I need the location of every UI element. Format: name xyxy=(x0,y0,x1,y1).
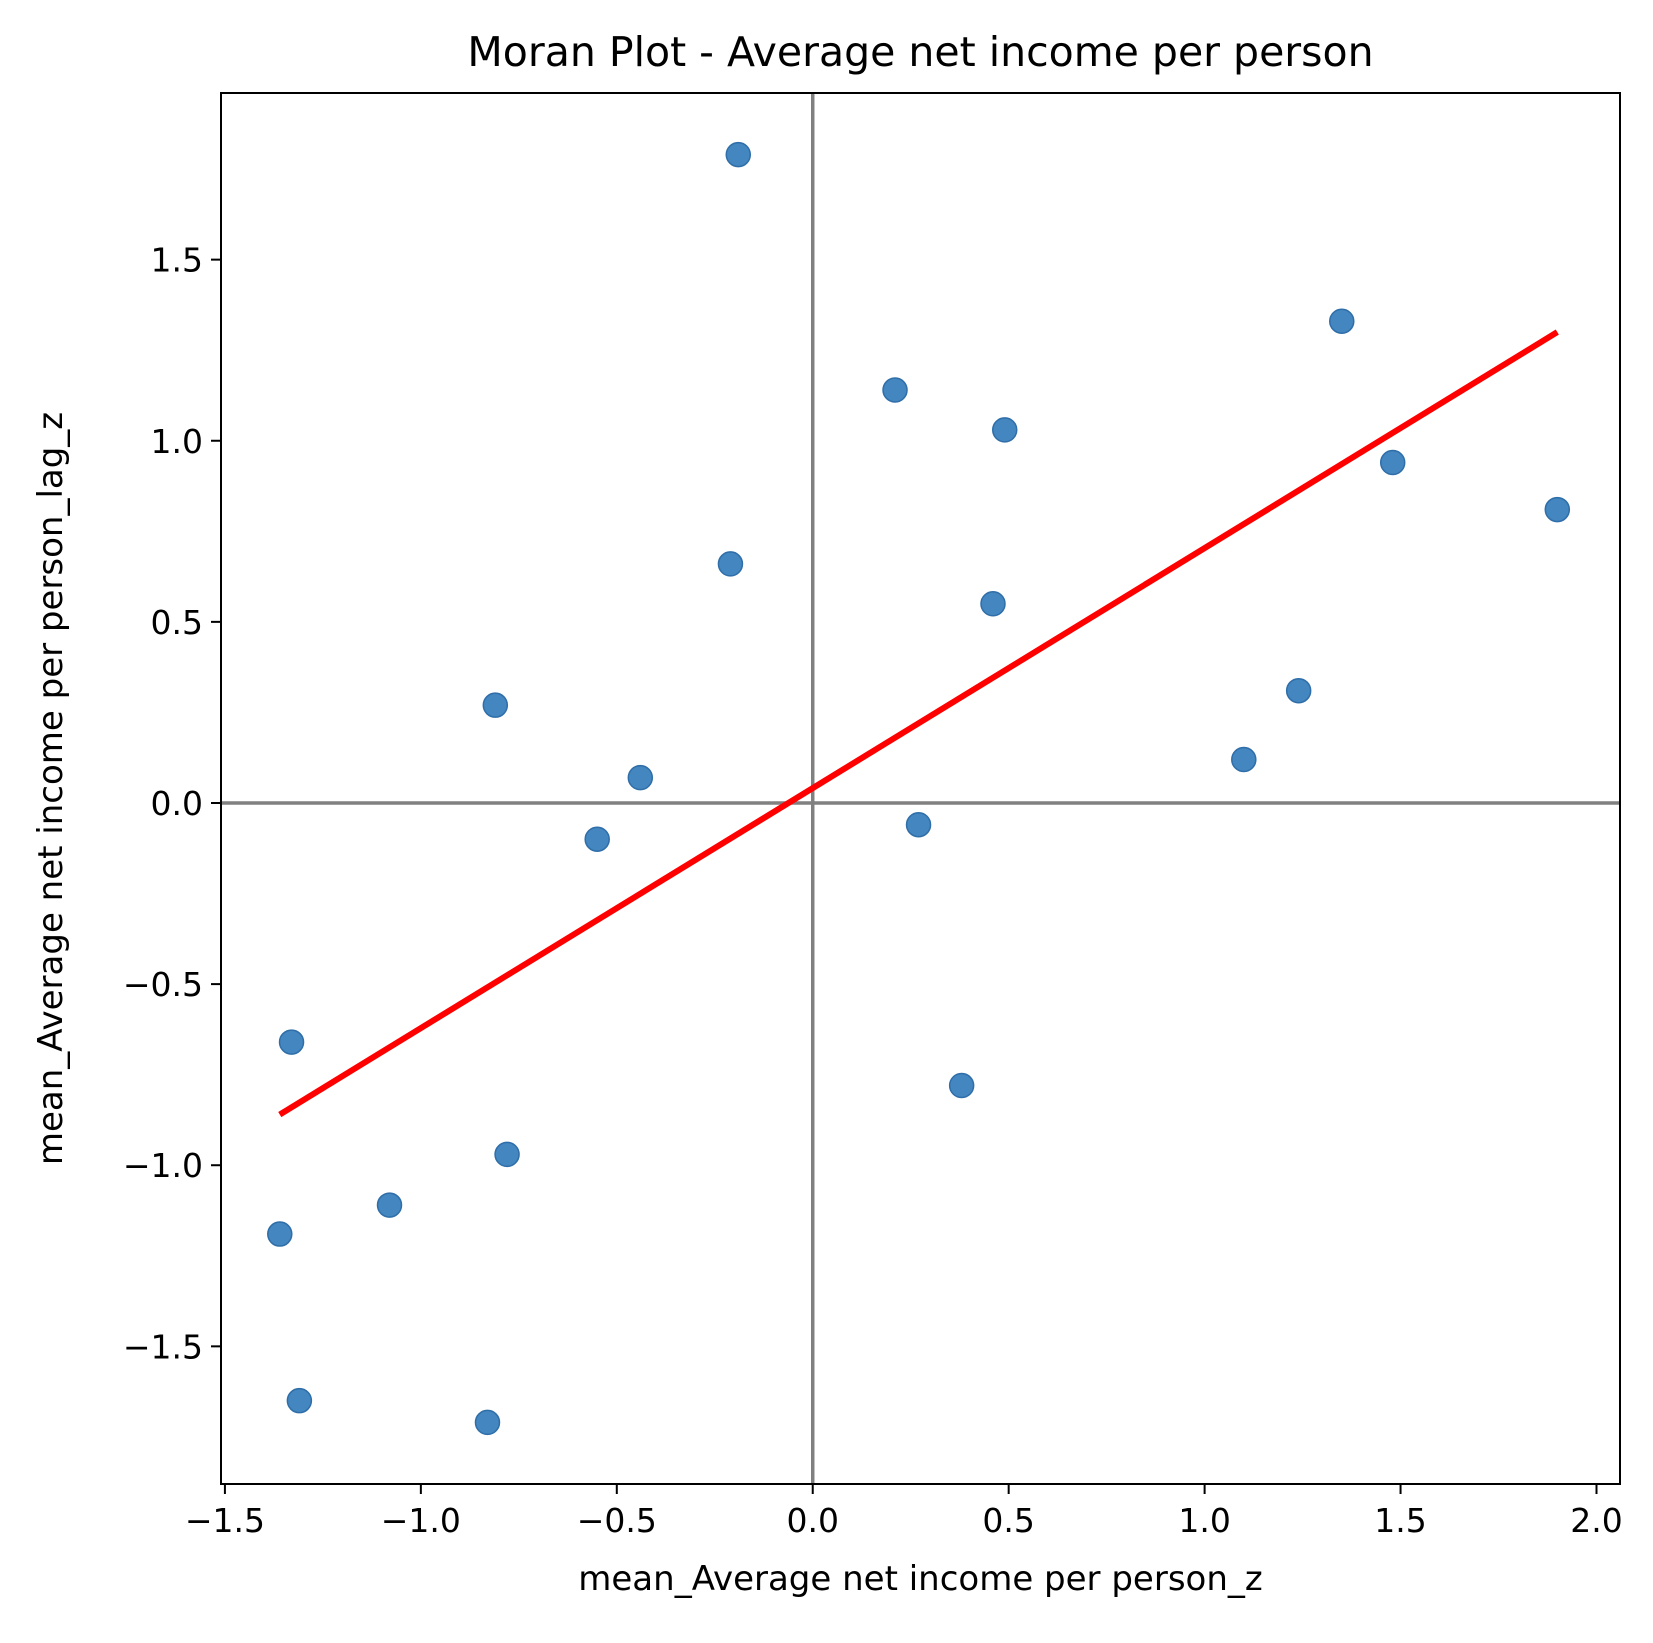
x-tick-label: 0.0 xyxy=(786,1501,838,1540)
scatter-point xyxy=(494,1141,520,1168)
plot-frame xyxy=(220,92,1621,1485)
scatter-point xyxy=(627,764,654,791)
scatter-point xyxy=(882,377,908,403)
scatter-point xyxy=(584,826,610,852)
scatter-point xyxy=(948,1072,975,1099)
x-tick-label: 1.5 xyxy=(1374,1501,1426,1540)
scatter-point xyxy=(286,1387,313,1414)
x-tick-label: 1.0 xyxy=(1178,1501,1230,1540)
x-tick-label: 0.5 xyxy=(982,1501,1034,1540)
x-tick-label: −0.5 xyxy=(577,1501,657,1540)
y-tick-label: 0.0 xyxy=(151,784,203,823)
y-tick-label: 0.5 xyxy=(151,603,203,642)
y-tick-label: −1.5 xyxy=(123,1327,203,1366)
chart-title: Moran Plot - Average net income per pers… xyxy=(467,28,1373,76)
scatter-point xyxy=(1544,496,1571,523)
scatter-point xyxy=(267,1221,293,1247)
y-axis-label: mean_Average net income per person_lag_z xyxy=(31,412,71,1165)
scatter-point xyxy=(1231,746,1257,773)
scatter-point xyxy=(905,811,932,838)
x-tick-label: −1.5 xyxy=(185,1501,265,1540)
scatter-point xyxy=(376,1192,403,1218)
y-tick-label: −0.5 xyxy=(123,965,203,1004)
y-tick-label: 1.0 xyxy=(151,422,203,461)
y-tick-label: 1.5 xyxy=(151,241,203,280)
scatter-point xyxy=(980,591,1006,617)
scatter-point xyxy=(725,141,752,168)
x-axis-label: mean_Average net income per person_z xyxy=(578,1559,1262,1599)
regression-line xyxy=(278,329,1559,1118)
x-tick-label: 2.0 xyxy=(1570,1501,1622,1540)
scatter-point xyxy=(992,417,1018,443)
scatter-point xyxy=(717,551,744,577)
scatter-point xyxy=(278,1029,305,1055)
scatter-point xyxy=(1379,449,1406,476)
scatter-point xyxy=(1285,677,1312,704)
y-tick-label: −1.0 xyxy=(123,1146,203,1185)
scatter-point xyxy=(474,1409,501,1436)
scatter-point xyxy=(482,692,509,718)
scatter-point xyxy=(1329,308,1355,334)
x-tick-label: −1.0 xyxy=(381,1501,461,1540)
